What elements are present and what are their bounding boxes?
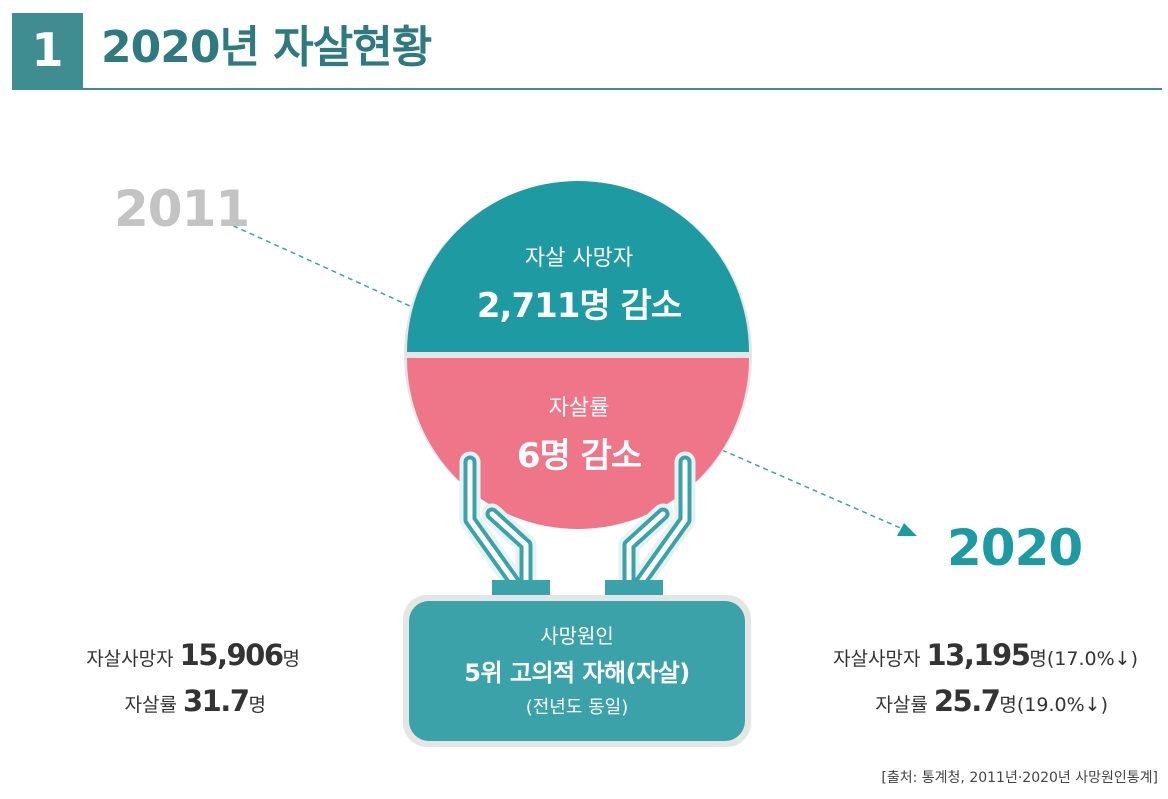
section-number: 1	[12, 13, 83, 88]
stat-change: (17.0%↓)	[1046, 648, 1138, 670]
stat-change: (19.0%↓)	[1016, 694, 1108, 716]
stat-2011-deaths: 자살사망자 15,906명	[86, 638, 300, 672]
circle-rate-label: 자살률	[548, 396, 610, 421]
stat-2020-rate: 자살률 25.7명(19.0%↓)	[875, 684, 1108, 718]
source-note: [출처: 통계청, 2011년·2020년 사망원인통계]	[881, 770, 1158, 786]
stat-value: 31.7	[182, 684, 250, 718]
stat-label: 자살사망자	[86, 648, 174, 670]
circle-deaths-value: 2,711명 감소	[476, 286, 682, 326]
cause-value: 5위 고의적 자해(자살)	[464, 659, 690, 687]
connector-2020-line	[721, 449, 906, 531]
circle-deaths-label: 자살 사망자	[524, 246, 634, 271]
circle-top-half	[407, 181, 749, 352]
stat-2011-rate: 자살률 31.7명	[125, 684, 267, 718]
title-underline	[12, 88, 1162, 90]
stat-2020-deaths: 자살사망자 13,195명(17.0%↓)	[833, 638, 1138, 672]
stat-value: 15,906	[179, 638, 284, 672]
page-title: 2020년 자살현황	[101, 22, 432, 73]
circle-bottom-half	[407, 358, 749, 529]
year-2011-label: 2011	[114, 180, 250, 238]
stat-value: 13,195	[926, 638, 1030, 672]
circle-rate-value: 6명 감소	[516, 436, 642, 476]
cause-label: 사망원인	[540, 624, 614, 648]
stat-label: 자살률	[875, 694, 928, 716]
stat-label: 자살률	[124, 694, 177, 716]
stat-unit: 명	[1029, 648, 1047, 670]
stat-unit: 명	[248, 694, 266, 716]
connector-arrowhead	[897, 523, 917, 536]
stat-label: 자살사망자	[833, 648, 921, 670]
stat-value: 25.7	[933, 684, 1001, 718]
year-2020-label: 2020	[947, 519, 1083, 577]
cause-box	[409, 601, 745, 741]
cause-note: (전년도 동일)	[525, 697, 629, 718]
connector-2011-line	[224, 221, 411, 307]
stat-unit: 명	[282, 648, 300, 670]
stat-unit: 명	[999, 694, 1017, 716]
